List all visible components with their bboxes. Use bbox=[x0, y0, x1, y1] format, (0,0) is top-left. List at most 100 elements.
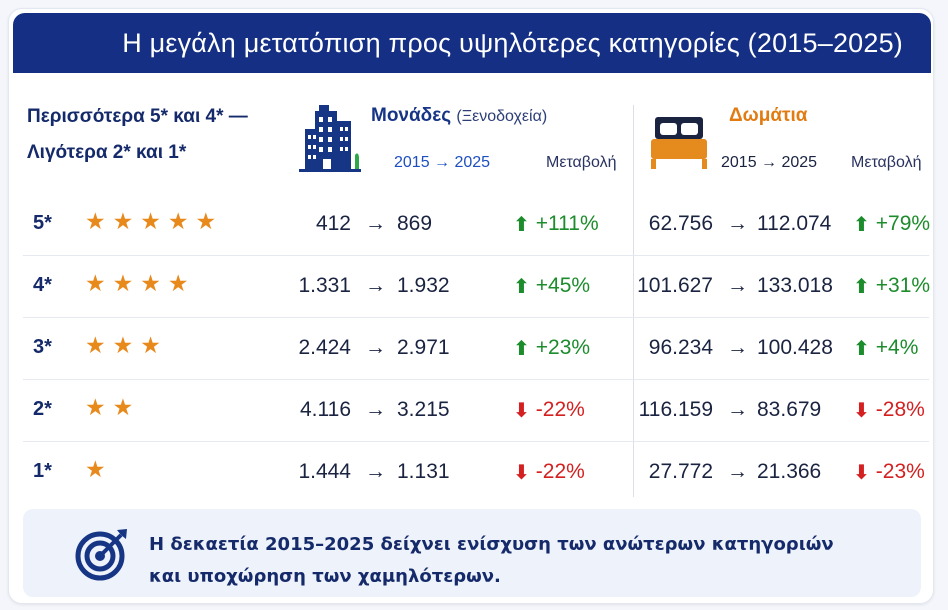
arrow-down-icon: ⬇ bbox=[513, 460, 530, 484]
rooms-arrow: → bbox=[727, 460, 748, 483]
banner-title: Η μεγάλη μετατόπιση προς υψηλότερες κατη… bbox=[13, 13, 931, 73]
rooms-arrow: → bbox=[727, 212, 748, 235]
units-arrow: → bbox=[365, 460, 386, 483]
arrow-up-icon: ⬆ bbox=[513, 336, 530, 360]
rooms-arrow: → bbox=[727, 398, 748, 421]
rooms-2025: 112.074 bbox=[757, 212, 832, 235]
rooms-2025: 21.366 bbox=[757, 460, 822, 483]
units-2015: 4.116 bbox=[300, 398, 351, 421]
arrow-up-icon: ⬆ bbox=[853, 274, 870, 298]
rooms-2025: 133.018 bbox=[757, 274, 833, 297]
units-2015: 1.444 bbox=[298, 460, 351, 483]
table-row: 2* ★★ 4.116 → 3.215 ⬇ -22% 116.159 → 83.679 ⬇ -28% bbox=[23, 380, 933, 442]
units-arrow: → bbox=[365, 212, 386, 235]
infographic-card: Η μεγάλη μετατόπιση προς υψηλότερες κατη… bbox=[8, 8, 934, 604]
star-rating: ★ bbox=[85, 457, 113, 483]
units-change-value: -22% bbox=[535, 398, 585, 421]
hotel-building-icon bbox=[299, 105, 361, 172]
units-change: ⬆ +111% bbox=[513, 212, 599, 236]
rooms-change: ⬇ -23% bbox=[853, 460, 925, 484]
units-change: ⬆ +23% bbox=[513, 336, 590, 360]
rooms-title: Δωμάτια bbox=[729, 105, 808, 126]
rooms-2025: 83.679 bbox=[757, 398, 822, 421]
rooms-change: ⬆ +4% bbox=[853, 336, 918, 360]
rooms-arrow: → bbox=[727, 274, 748, 297]
units-change-value: +23% bbox=[535, 336, 591, 359]
rooms-change-value: +4% bbox=[875, 336, 919, 359]
units-change: ⬆ +45% bbox=[513, 274, 590, 298]
arrow-up-icon: ⬆ bbox=[853, 212, 870, 236]
rooms-change: ⬆ +79% bbox=[853, 212, 930, 236]
units-arrow: → bbox=[365, 336, 386, 359]
arrow-up-icon: ⬆ bbox=[513, 212, 530, 236]
footer-line-1: Η δεκαετία 2015–2025 δείχνει ενίσχυση τω… bbox=[149, 534, 834, 555]
table-row: 4* ★★★★ 1.331 → 1.932 ⬆ +45% 101.627 → 133.018 ⬆ +3… bbox=[23, 256, 933, 318]
units-title-text: Μονάδες bbox=[371, 105, 452, 126]
footer-box: Η δεκαετία 2015–2025 δείχνει ενίσχυση τω… bbox=[23, 509, 921, 597]
units-title: Μονάδες (Ξενοδοχεία) bbox=[371, 105, 547, 127]
units-2025: 2.971 bbox=[397, 336, 450, 359]
units-2025: 869 bbox=[397, 212, 433, 235]
units-change-value: -22% bbox=[535, 460, 585, 483]
table-row: 1* ★ 1.444 → 1.131 ⬇ -22% 27.772 → 21.366 ⬇ -23% bbox=[23, 442, 933, 504]
rooms-change-value: -28% bbox=[875, 398, 925, 421]
rooms-arrow: → bbox=[727, 336, 748, 359]
units-change-value: +111% bbox=[535, 212, 599, 235]
lead-line-2: Λιγότερα 2* και 1* bbox=[27, 142, 187, 163]
row-divider bbox=[23, 379, 929, 380]
rooms-change-value: +31% bbox=[875, 274, 931, 297]
rooms-2015: 62.756 bbox=[648, 212, 713, 235]
category-label: 5* bbox=[33, 212, 52, 234]
star-rating: ★★★★ bbox=[85, 271, 196, 297]
units-change-value: +45% bbox=[535, 274, 591, 297]
row-divider bbox=[23, 255, 929, 256]
star-rating: ★★★ bbox=[85, 333, 168, 359]
column-divider bbox=[633, 105, 634, 497]
units-subtitle: (Ξενοδοχεία) bbox=[456, 108, 548, 125]
arrow-up-icon: ⬆ bbox=[513, 274, 530, 298]
rooms-2025: 100.428 bbox=[757, 336, 833, 359]
rooms-change-value: +79% bbox=[875, 212, 931, 235]
arrow-up-icon: ⬆ bbox=[853, 336, 870, 360]
units-change-header: Μεταβολή bbox=[546, 154, 617, 171]
row-divider bbox=[23, 317, 929, 318]
rooms-change: ⬆ +31% bbox=[853, 274, 930, 298]
table-row: 5* ★★★★★ 412 → 869 ⬆ +111% 62.756 → 112.074 ⬆ +79% bbox=[23, 194, 933, 256]
units-arrow: → bbox=[365, 398, 386, 421]
rooms-2015: 101.627 bbox=[637, 274, 713, 297]
footer-line-2: και υποχώρηση των χαμηλότερων. bbox=[149, 566, 501, 587]
units-2015: 2.424 bbox=[298, 336, 351, 359]
units-change: ⬇ -22% bbox=[513, 398, 585, 422]
bed-icon bbox=[651, 117, 707, 169]
lead-text: Περισσότερα 5* και 4* — Λιγότερα 2* και … bbox=[27, 99, 248, 171]
category-label: 2* bbox=[33, 398, 52, 420]
category-label: 1* bbox=[33, 460, 52, 482]
units-2025: 1.131 bbox=[397, 460, 450, 483]
arrow-down-icon: ⬇ bbox=[853, 460, 870, 484]
rooms-2015: 27.772 bbox=[648, 460, 713, 483]
star-rating: ★★ bbox=[85, 395, 141, 421]
category-label: 3* bbox=[33, 336, 52, 358]
star-rating: ★★★★★ bbox=[85, 209, 224, 235]
units-2015: 412 bbox=[315, 212, 351, 235]
target-icon bbox=[75, 529, 127, 581]
units-change: ⬇ -22% bbox=[513, 460, 585, 484]
rooms-2015: 96.234 bbox=[648, 336, 713, 359]
table-row: 3* ★★★ 2.424 → 2.971 ⬆ +23% 96.234 → 100.428 ⬆ +4% bbox=[23, 318, 933, 380]
units-2025: 1.932 bbox=[397, 274, 450, 297]
arrow-down-icon: ⬇ bbox=[513, 398, 530, 422]
row-divider bbox=[23, 441, 929, 442]
units-2025: 3.215 bbox=[397, 398, 450, 421]
rooms-change-value: -23% bbox=[875, 460, 925, 483]
rooms-change: ⬇ -28% bbox=[853, 398, 925, 422]
lead-line-1: Περισσότερα 5* και 4* — bbox=[27, 106, 248, 127]
units-2015: 1.331 bbox=[298, 274, 351, 297]
rooms-change-header: Μεταβολή bbox=[851, 154, 922, 171]
units-years: 2015 → 2025 bbox=[394, 154, 491, 171]
units-arrow: → bbox=[365, 274, 386, 297]
arrow-down-icon: ⬇ bbox=[853, 398, 870, 422]
category-label: 4* bbox=[33, 274, 52, 296]
footer-text: Η δεκαετία 2015–2025 δείχνει ενίσχυση τω… bbox=[149, 529, 834, 593]
rooms-years: 2015 → 2025 bbox=[721, 154, 818, 171]
rooms-2015: 116.159 bbox=[638, 398, 713, 421]
